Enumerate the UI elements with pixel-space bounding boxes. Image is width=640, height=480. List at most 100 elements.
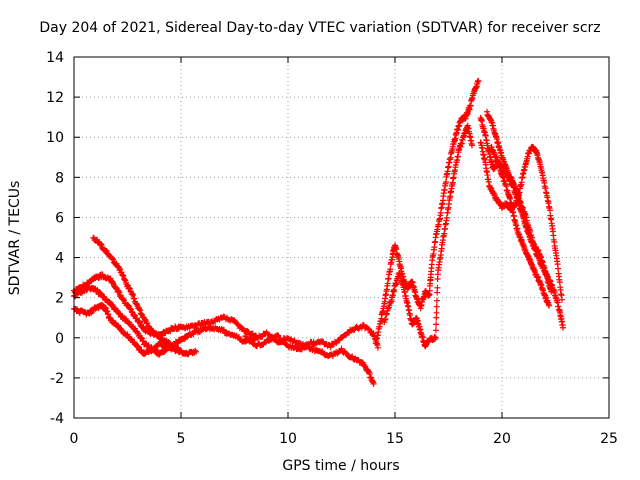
series-track-c	[71, 301, 199, 358]
y-tick-label: 14	[46, 50, 64, 66]
data-point-marker	[433, 309, 440, 316]
data-point-marker	[434, 284, 441, 291]
series-track-d	[90, 234, 182, 353]
data-point-marker	[274, 332, 281, 339]
y-tick-label: 0	[55, 331, 64, 347]
data-point-marker	[134, 342, 141, 349]
data-point-marker	[432, 327, 439, 334]
y-tick-label: 4	[55, 251, 64, 267]
plot-frame	[73, 56, 610, 419]
data-point-marker	[383, 310, 390, 317]
data-point-marker	[117, 266, 124, 273]
data-point-marker	[220, 327, 227, 334]
data-point-marker	[192, 347, 199, 354]
data-point-marker	[546, 207, 553, 214]
grid-lines	[74, 57, 609, 418]
axis-ticks: 0 5 10 15 20 25 -4 -2 0 2 4 6 8 10 12 14	[46, 50, 618, 447]
data-point-marker	[555, 265, 562, 272]
data-point-marker	[366, 326, 373, 333]
data-point-marker	[126, 284, 133, 291]
data-point-marker	[97, 240, 104, 247]
y-tick-label: 8	[55, 170, 64, 186]
data-point-marker	[115, 288, 122, 295]
data-point-marker	[381, 316, 388, 323]
data-point-marker	[387, 266, 394, 273]
data-point-marker	[132, 300, 139, 307]
data-points	[71, 77, 566, 387]
data-point-marker	[131, 325, 138, 332]
data-point-marker	[546, 302, 553, 309]
x-tick-label: 10	[279, 431, 297, 447]
data-point-marker	[559, 324, 566, 331]
data-point-marker	[145, 341, 152, 348]
data-point-marker	[116, 289, 123, 296]
data-point-marker	[136, 306, 143, 313]
data-point-marker	[138, 334, 145, 341]
data-point-marker	[108, 255, 115, 262]
data-point-marker	[120, 296, 127, 303]
data-point-marker	[244, 328, 251, 335]
series-track-a	[71, 271, 259, 340]
x-tick-label: 15	[386, 431, 404, 447]
data-point-marker	[131, 295, 138, 302]
y-tick-label: 2	[55, 291, 64, 307]
data-point-marker	[124, 331, 131, 338]
data-point-marker	[469, 142, 476, 149]
data-point-marker	[374, 344, 381, 351]
series-track-k	[488, 144, 566, 331]
data-point-marker	[175, 346, 182, 353]
y-tick-label: 12	[46, 90, 64, 106]
data-point-marker	[338, 345, 345, 352]
series-track-i	[477, 114, 553, 309]
data-point-marker	[119, 272, 126, 279]
data-point-marker	[135, 343, 142, 350]
data-point-marker	[383, 311, 390, 318]
data-point-marker	[342, 349, 349, 356]
data-point-marker	[301, 344, 308, 351]
data-point-marker	[130, 292, 137, 299]
x-axis-label: GPS time / hours	[282, 458, 399, 474]
data-point-marker	[443, 214, 450, 221]
data-point-marker	[370, 380, 377, 387]
data-point-marker	[137, 307, 144, 314]
data-point-marker	[382, 316, 389, 323]
x-tick-label: 20	[493, 431, 511, 447]
series-track-f	[242, 321, 381, 353]
data-point-marker	[234, 321, 241, 328]
data-point-marker	[385, 305, 392, 312]
data-point-marker	[98, 241, 105, 248]
data-point-marker	[129, 290, 136, 297]
data-point-marker	[127, 305, 134, 312]
x-tick-label: 5	[177, 431, 186, 447]
data-point-marker	[152, 346, 159, 353]
data-point-marker	[475, 78, 482, 85]
data-point-marker	[359, 321, 366, 328]
y-tick-label: 6	[55, 210, 64, 226]
data-point-marker	[433, 303, 440, 310]
data-point-marker	[442, 179, 449, 186]
series-track-g	[372, 77, 482, 347]
data-point-marker	[275, 332, 282, 339]
x-tick-label: 25	[600, 431, 618, 447]
data-point-marker	[121, 276, 128, 283]
data-point-marker	[120, 273, 127, 280]
data-point-marker	[125, 302, 132, 309]
data-point-marker	[248, 337, 255, 344]
x-tick-label: 0	[70, 431, 79, 447]
data-point-marker	[136, 318, 143, 325]
y-tick-label: -4	[50, 411, 64, 427]
data-point-marker	[238, 324, 245, 331]
data-point-marker	[432, 334, 439, 341]
data-point-marker	[165, 339, 172, 346]
data-point-marker	[327, 344, 334, 351]
data-point-marker	[110, 256, 117, 263]
y-axis-label: SDTVAR / TECUs	[7, 181, 23, 296]
data-point-marker	[109, 279, 116, 286]
y-tick-label: -2	[50, 371, 64, 387]
y-tick-label: 10	[46, 130, 64, 146]
data-point-marker	[433, 297, 440, 304]
data-point-marker	[433, 321, 440, 328]
data-point-marker	[121, 297, 128, 304]
series-track-l	[477, 139, 565, 303]
